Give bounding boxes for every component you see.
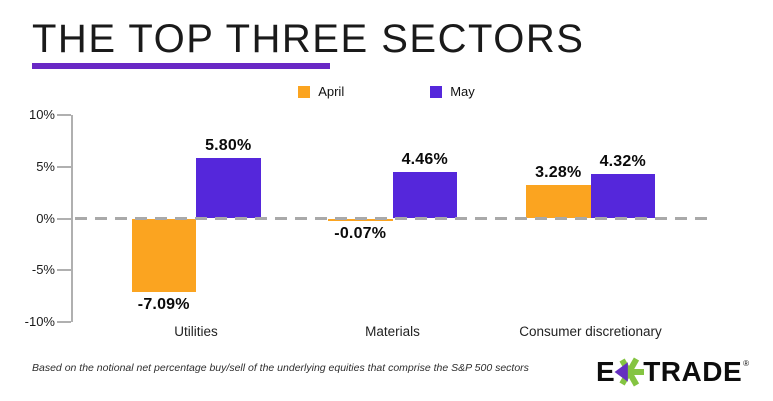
chart-legend: April May xyxy=(0,84,773,99)
bar-may-2 xyxy=(590,173,655,219)
y-axis-tick-label: 10% xyxy=(28,107,55,122)
y-axis-tick-label: -10% xyxy=(24,314,55,329)
y-axis-tick-label: 0% xyxy=(36,210,55,226)
page-title: THE TOP THREE SECTORS xyxy=(32,17,585,61)
registered-trademark-symbol: ® xyxy=(743,358,750,368)
y-axis-tick xyxy=(57,114,71,116)
category-label: Consumer discretionary xyxy=(519,324,662,339)
bar-value-label: 4.46% xyxy=(401,151,448,169)
logo-letter-e: E xyxy=(596,356,616,387)
legend-item-may: May xyxy=(430,84,475,99)
footnote-text: Based on the notional net percentage buy… xyxy=(32,362,529,374)
category-label: Materials xyxy=(365,324,420,339)
legend-item-april: April xyxy=(298,84,344,99)
title-underline-rule xyxy=(32,63,330,69)
bar-april-2 xyxy=(526,184,591,219)
bar-may-0 xyxy=(196,158,261,219)
category-label: Utilities xyxy=(174,324,218,339)
y-axis-tick xyxy=(57,165,71,168)
y-axis-tick xyxy=(57,269,71,272)
bar-value-label: -0.07% xyxy=(334,224,387,242)
y-axis-line xyxy=(71,115,73,322)
legend-label-april: April xyxy=(318,84,345,99)
y-axis-tick-label: 5% xyxy=(36,158,55,174)
bar-may-1 xyxy=(392,172,457,219)
bar-value-label: 3.28% xyxy=(535,163,582,181)
bar-value-label: -7.09% xyxy=(137,295,190,313)
y-axis-tick xyxy=(57,321,71,323)
y-axis-tick-label: -5% xyxy=(31,262,55,278)
bar-value-label: 5.80% xyxy=(205,137,252,155)
zero-baseline-dashed xyxy=(75,217,710,220)
legend-label-may: May xyxy=(450,84,475,99)
logo-word-trade: TRADE xyxy=(643,356,743,387)
y-axis-tick xyxy=(57,217,71,220)
etrade-asterisk-icon xyxy=(614,357,645,387)
bar-april-0 xyxy=(131,218,196,292)
etrade-logo: E TRADE ® xyxy=(596,356,749,388)
april-swatch-icon xyxy=(298,85,311,98)
bar-value-label: 4.32% xyxy=(599,152,646,170)
may-swatch-icon xyxy=(430,85,443,98)
